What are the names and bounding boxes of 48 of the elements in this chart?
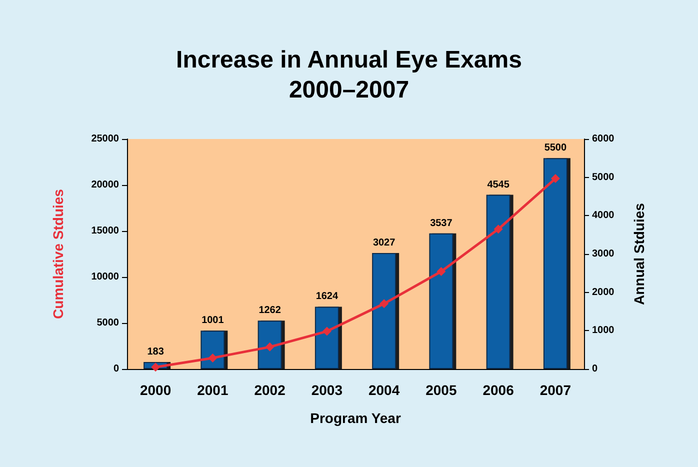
x-tick-label: 2003 [311,382,343,398]
bar [429,233,454,369]
point [436,266,446,276]
point [151,362,160,372]
x-axis-title: Program Year [310,410,402,426]
y2-tick-label: 0 [592,364,598,374]
x-tick-label: 2002 [254,382,286,398]
y-tick-label: 10000 [91,272,120,282]
data-label: 4545 [487,179,510,190]
point [494,224,503,234]
y2-tick-label: 2000 [592,286,615,298]
data-label: 1624 [316,291,338,302]
y2-tick-label: 4000 [592,210,615,222]
y-tick-label: 15000 [91,226,120,236]
data-label: 1262 [258,305,282,316]
bar [543,158,568,369]
data-label: 5500 [544,142,567,154]
bar [200,330,225,369]
x-tick-label: 2004 [368,382,400,398]
y2-tick-label: 3000 [592,248,615,260]
bar [258,320,282,369]
y-tick-label: 0 [113,364,120,374]
y-tick-label: 20000 [91,180,120,190]
y2-axis-title: Annual Stduies [631,202,647,305]
y-tick-label: 25000 [91,134,120,144]
y-axis-title: Cumulative Stduies [50,188,66,319]
point [550,174,560,184]
point [380,299,389,308]
y2-tick-label: 5000 [592,172,615,183]
x-tick-label: 2005 [426,382,457,398]
data-label: 3537 [430,218,453,229]
data-label: 183 [147,346,164,358]
data-label: 1001 [202,315,224,326]
x-tick-label: 2001 [197,382,228,398]
point [265,342,274,352]
y-tick-label: 5000 [96,318,120,328]
y2-tick-label: 1000 [592,325,615,336]
bar [314,306,339,369]
point [322,326,332,336]
point [208,353,218,362]
data-label: 3027 [372,237,396,248]
x-tick-label: 2006 [482,382,514,398]
x-tick-label: 2000 [140,382,172,398]
bar [372,252,396,369]
y2-tick-label: 6000 [592,134,615,144]
x-tick-label: 2007 [540,382,572,398]
chart-title: Increase in Annual Eye Exams 2000–2007 [176,46,522,104]
bar [486,194,510,369]
